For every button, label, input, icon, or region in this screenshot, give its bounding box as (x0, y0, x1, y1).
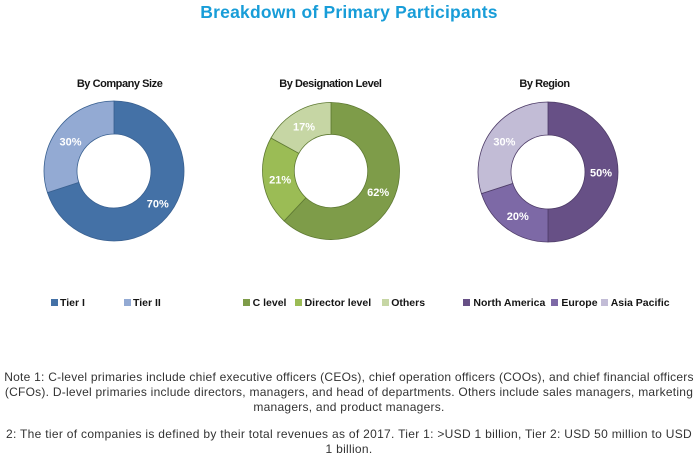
svg-text:17%: 17% (293, 121, 315, 133)
svg-text:20%: 20% (507, 210, 529, 222)
svg-text:30%: 30% (59, 136, 81, 148)
svg-text:30%: 30% (493, 136, 515, 148)
svg-text:21%: 21% (269, 174, 291, 186)
svg-text:70%: 70% (147, 199, 169, 211)
svg-text:50%: 50% (590, 167, 612, 179)
svg-text:62%: 62% (367, 187, 389, 199)
